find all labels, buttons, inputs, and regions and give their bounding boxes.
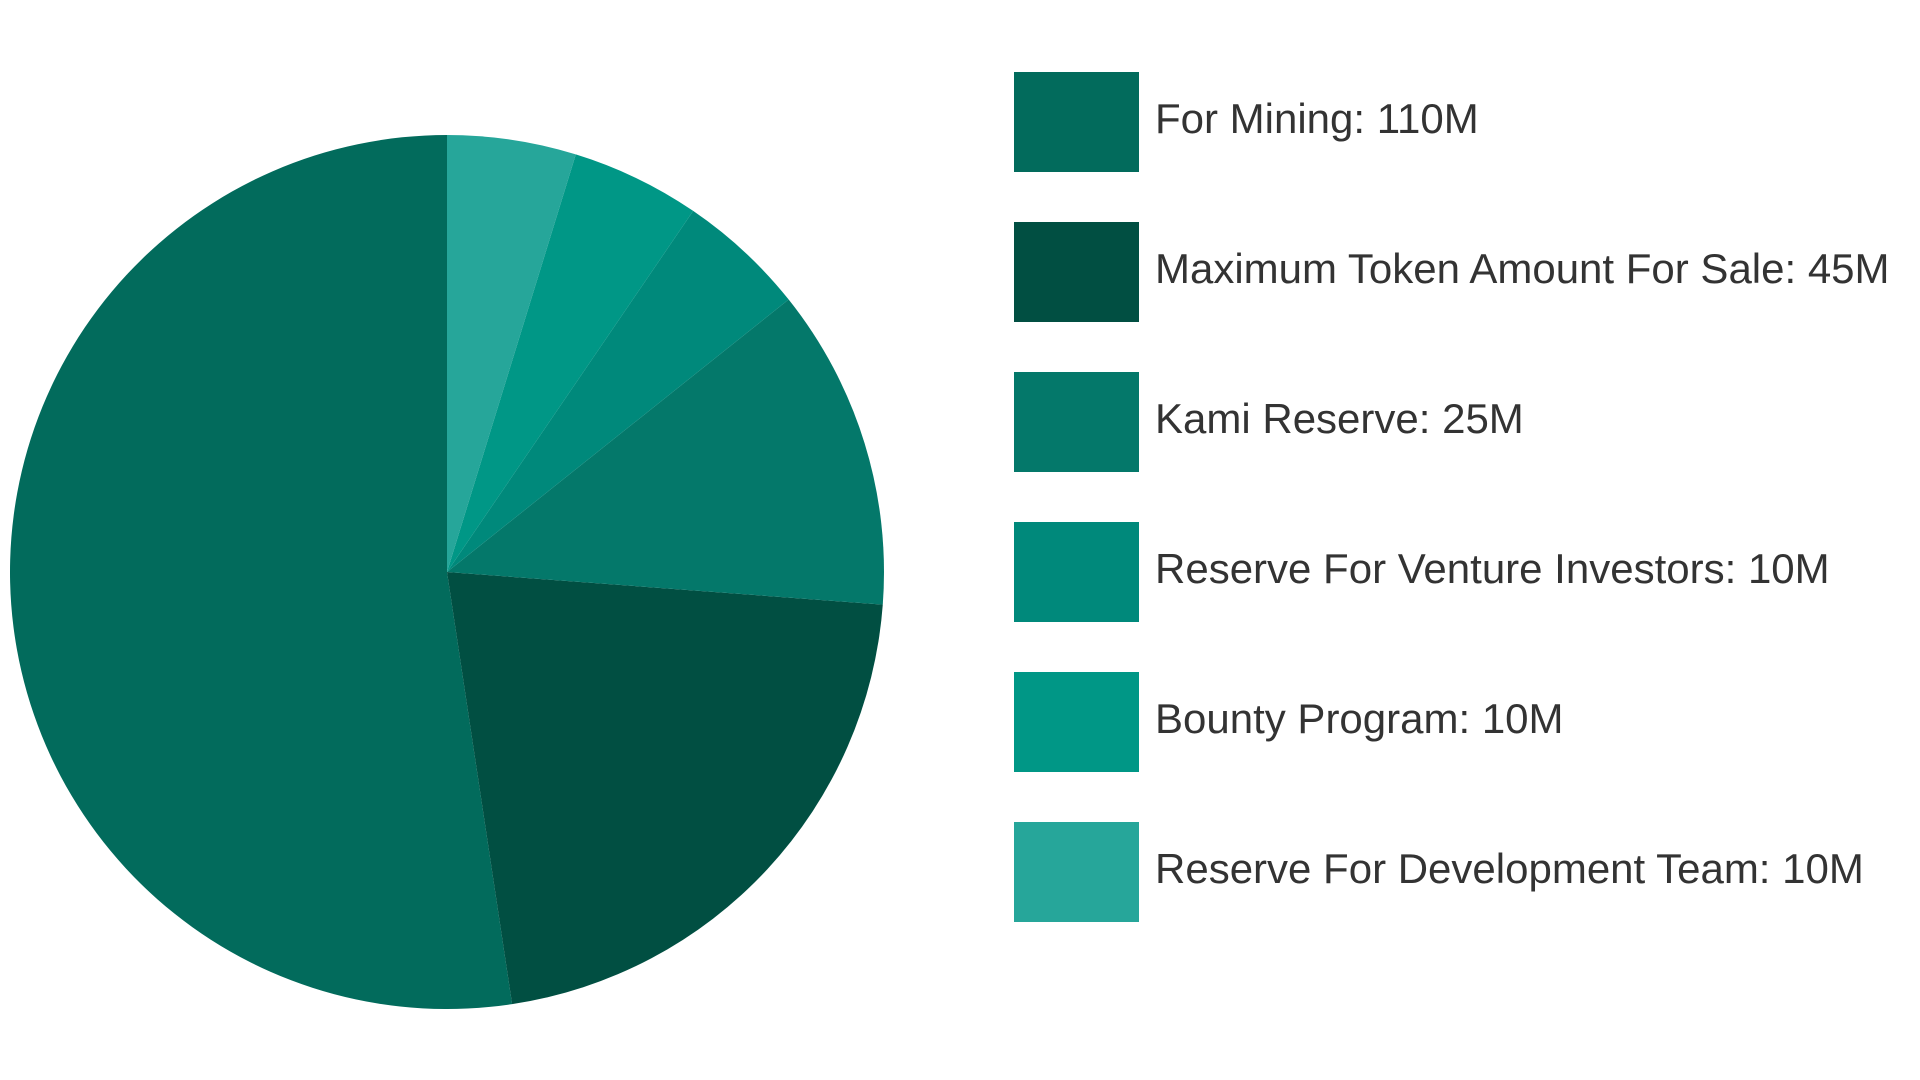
legend-label: Maximum Token Amount For Sale: 45M [1155, 245, 1890, 292]
legend-label: Kami Reserve: 25M [1155, 395, 1524, 442]
legend-swatch [1014, 372, 1139, 472]
pie-slice [447, 299, 884, 605]
legend-label: Reserve For Venture Investors: 10M [1155, 545, 1830, 592]
legend-category: Bounty Program: [1155, 695, 1470, 742]
legend-category: Reserve For Venture Investors: [1155, 545, 1736, 592]
legend-swatch [1014, 522, 1139, 622]
legend-category: Reserve For Development Team: [1155, 845, 1770, 892]
pie-slice [447, 210, 789, 572]
pie-slice [447, 154, 694, 573]
legend-category: Kami Reserve: [1155, 395, 1430, 442]
legend-value: 45M [1808, 245, 1890, 292]
legend-swatch [1014, 72, 1139, 172]
legend-swatch [1014, 822, 1139, 922]
legend-label: For Mining: 110M [1155, 95, 1479, 142]
pie-slice [447, 135, 576, 572]
legend-value: 25M [1442, 395, 1524, 442]
legend-value: 110M [1377, 95, 1479, 142]
pie-slice [10, 135, 513, 1010]
legend-value: 10M [1782, 845, 1864, 892]
legend-swatch [1014, 222, 1139, 322]
legend-swatch [1014, 672, 1139, 772]
legend-category: For Mining: [1155, 95, 1365, 142]
legend-label: Bounty Program: 10M [1155, 695, 1564, 742]
legend-value: 10M [1748, 545, 1830, 592]
legend-label: Reserve For Development Team: 10M [1155, 845, 1864, 892]
legend-value: 10M [1482, 695, 1564, 742]
pie-slice [447, 572, 883, 1005]
legend-category: Maximum Token Amount For Sale: [1155, 245, 1796, 292]
